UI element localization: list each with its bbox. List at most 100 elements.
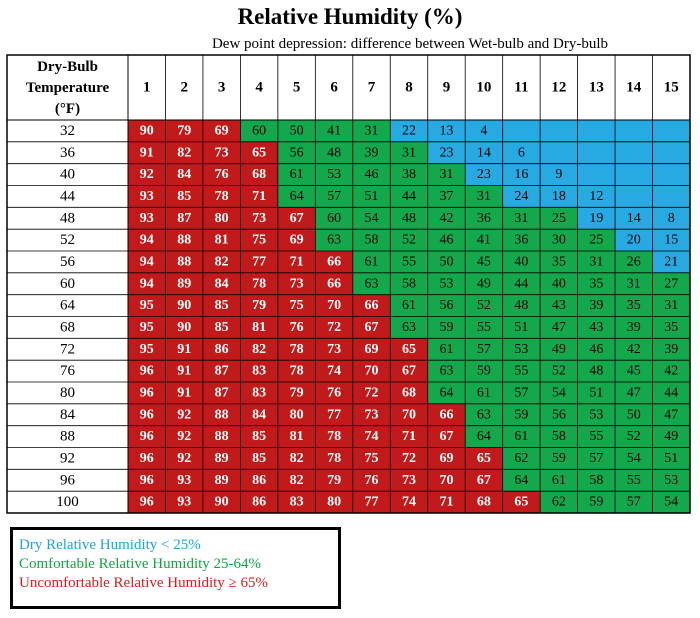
- cell-bg: [165, 141, 203, 164]
- cell-bg: [540, 360, 578, 382]
- cell-bg: [652, 403, 690, 426]
- cell-bg: [315, 360, 353, 382]
- cell-bg: [277, 403, 316, 426]
- cell-value: 59: [477, 364, 491, 379]
- cell-value: 60: [252, 123, 266, 138]
- cell-value: 38: [402, 167, 416, 182]
- cell-bg: [615, 272, 653, 295]
- cell-value: 53: [664, 473, 678, 488]
- cell-bg: [465, 447, 503, 470]
- cell-bg: [202, 316, 241, 339]
- cell-value: 46: [439, 233, 453, 248]
- cell-value: 41: [477, 233, 491, 248]
- cell-bg: [128, 316, 166, 339]
- cell-bg: [277, 382, 316, 404]
- cell-value: 31: [514, 211, 528, 226]
- cell-value: 80: [215, 211, 229, 226]
- cell-bg: [165, 207, 203, 230]
- cell-value: 49: [664, 429, 678, 444]
- column-header-12: 12: [551, 80, 566, 96]
- cell-value: 43: [552, 298, 566, 313]
- cell-bg: [427, 316, 466, 339]
- cell-bg: [202, 229, 241, 251]
- cell-value: 14: [477, 145, 491, 160]
- cell-value: 82: [177, 145, 191, 160]
- cell-bg: [240, 491, 278, 513]
- cell-bg: [465, 425, 503, 448]
- cell-bg: [315, 251, 353, 273]
- cell-bg: [502, 207, 541, 230]
- cell-bg: [315, 272, 353, 295]
- cell-value: 51: [664, 451, 678, 466]
- cell-value: 79: [252, 298, 266, 313]
- cell-bg: [128, 120, 166, 142]
- cell-value: 96: [140, 473, 154, 488]
- cell-bg: [577, 120, 616, 142]
- cell-value: 59: [514, 407, 528, 422]
- cell-value: 57: [514, 385, 528, 400]
- cell-value: 48: [402, 211, 416, 226]
- cell-bg: [240, 382, 278, 404]
- cell-value: 31: [402, 145, 416, 160]
- cell-bg: [352, 382, 391, 404]
- legend-item-dry: Dry Relative Humidity < 25%: [19, 537, 201, 553]
- cell-bg: [352, 272, 391, 295]
- cell-bg: [652, 229, 690, 251]
- cell-bg: [128, 491, 166, 513]
- cell-bg: [315, 403, 353, 426]
- cell-bg: [240, 469, 278, 492]
- cell-bg: [352, 294, 391, 317]
- cell-value: 61: [477, 385, 491, 400]
- cell-value: 50: [627, 407, 641, 422]
- cell-value: 40: [552, 276, 566, 291]
- cell-value: 82: [215, 254, 229, 269]
- column-header-15: 15: [664, 80, 679, 96]
- cell-value: 21: [664, 254, 678, 269]
- cell-bg: [652, 382, 690, 404]
- cell-value: 76: [327, 385, 341, 400]
- cell-value: 42: [439, 211, 453, 226]
- cell-bg: [577, 272, 616, 295]
- cell-bg: [615, 294, 653, 317]
- cell-value: 53: [327, 167, 341, 182]
- cell-bg: [202, 491, 241, 513]
- cell-value: 49: [552, 342, 566, 357]
- cell-value: 86: [215, 342, 229, 357]
- cell-bg: [128, 360, 166, 382]
- cell-bg: [240, 294, 278, 317]
- cell-bg: [540, 382, 578, 404]
- cell-bg: [427, 229, 466, 251]
- cell-value: 9: [555, 167, 562, 182]
- cell-bg: [165, 338, 203, 361]
- cell-bg: [577, 185, 616, 208]
- chart-subtitle: Dew point depression: difference between…: [211, 36, 609, 52]
- cell-value: 14: [627, 211, 641, 226]
- column-header-6: 6: [330, 80, 338, 96]
- cell-bg: [165, 425, 203, 448]
- cell-bg: [277, 491, 316, 513]
- legend-item-comfortable: Comfortable Relative Humidity 25-64%: [19, 556, 262, 572]
- cell-bg: [128, 425, 166, 448]
- cell-bg: [352, 163, 391, 186]
- cell-bg: [577, 207, 616, 230]
- cell-bg: [540, 207, 578, 230]
- cell-bg: [615, 338, 653, 361]
- cell-value: 58: [402, 276, 416, 291]
- cell-bg: [277, 447, 316, 470]
- cell-value: 79: [290, 385, 304, 400]
- cell-value: 83: [252, 385, 266, 400]
- cell-value: 87: [215, 385, 229, 400]
- cell-value: 56: [552, 407, 566, 422]
- cell-value: 59: [589, 495, 603, 510]
- cell-bg: [390, 251, 428, 273]
- cell-bg: [165, 447, 203, 470]
- cell-value: 47: [664, 407, 678, 422]
- cell-value: 93: [177, 473, 191, 488]
- cell-value: 93: [140, 211, 154, 226]
- cell-bg: [390, 338, 428, 361]
- legend: Dry Relative Humidity < 25% Comfortable …: [10, 527, 341, 609]
- cell-value: 64: [439, 385, 453, 400]
- cell-value: 35: [589, 276, 603, 291]
- row-label-76: 76: [60, 363, 76, 379]
- cell-bg: [277, 272, 316, 295]
